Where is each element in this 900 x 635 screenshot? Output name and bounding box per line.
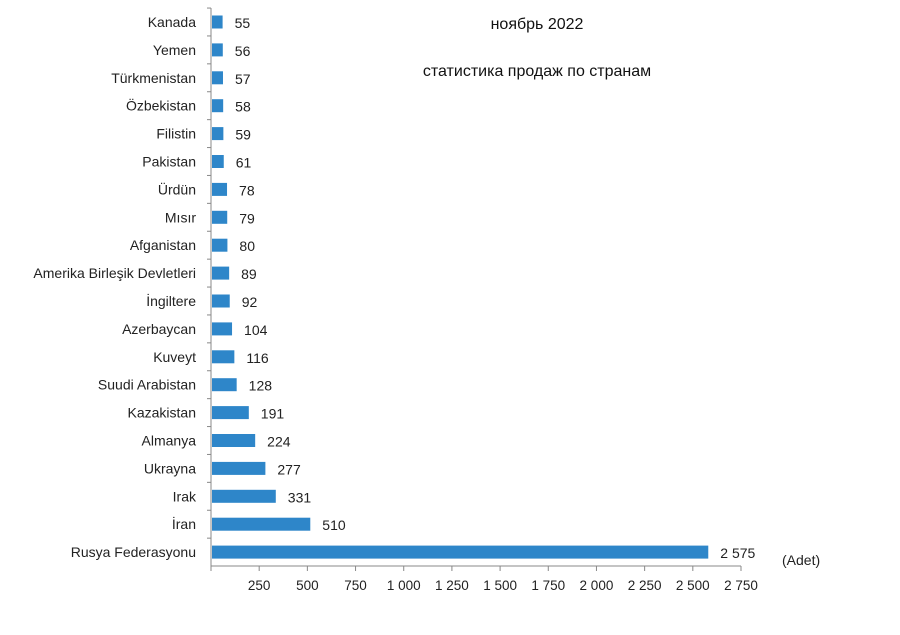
chart-subtitle: статистика продаж по странам [423,63,651,80]
x-tick-labels: 250 500 750 1 000 1 250 1 500 1 750 2 000 2 250 2… [248,578,758,593]
bar [212,15,223,29]
value-label: 80 [239,238,255,254]
value-label: 128 [249,378,273,394]
bar [212,182,228,196]
x-tick-label: 2 750 [724,578,758,593]
value-labels: 55 56 57 58 59 61 78 79 80 89 92 104 116 128 191 224 277… [235,15,756,561]
bar [212,350,235,364]
value-label: 61 [236,155,252,171]
value-label: 510 [322,517,346,533]
bar [212,378,237,392]
category-label: Amerika Birleşik Devletleri [33,265,196,281]
bar [212,517,311,531]
category-label: Kazakistan [128,405,196,421]
category-label: İran [172,515,196,532]
value-label: 89 [241,266,257,282]
value-label: 58 [235,99,251,115]
x-tick-label: 1 750 [531,578,565,593]
x-tick-label: 1 250 [435,578,469,593]
category-label: Irak [173,488,197,504]
category-label: Mısır [165,209,196,225]
bar [212,238,228,252]
category-label: Türkmenistan [111,70,196,86]
value-label: 56 [235,43,251,59]
category-labels: Kanada Yemen Türkmenistan Özbekistan Filisti… [33,14,197,560]
category-label: Afganistan [130,237,196,253]
category-label: İngiltere [146,292,196,309]
value-label: 191 [261,406,285,422]
chart-bars [212,15,709,559]
category-label: Pakistan [142,154,196,170]
bar [212,489,276,503]
category-label: Azerbaycan [122,321,196,337]
category-label: Özbekistan [126,97,196,114]
value-label: 55 [235,15,251,31]
value-label: 224 [267,434,291,450]
category-label: Suudi Arabistan [98,377,196,393]
chart-title: ноябрь 2022 [491,16,584,33]
value-label: 2 575 [720,545,755,561]
value-label: 59 [235,127,251,143]
chart-axes [207,7,742,571]
category-label: Yemen [153,42,196,58]
value-label: 79 [239,210,255,226]
bar [212,210,228,224]
x-tick-label: 2 500 [676,578,710,593]
bar [212,155,224,168]
value-label: 331 [288,489,312,505]
x-tick-label: 2 000 [580,578,614,593]
bar [212,99,224,113]
category-label: Ürdün [158,180,196,197]
x-tick-label: 2 250 [628,578,662,593]
category-label: Kuveyt [153,349,196,365]
unit-label: (Adet) [782,552,820,568]
bar [212,434,256,447]
value-label: 116 [246,350,269,366]
x-tick-label: 500 [296,578,319,593]
value-label: 92 [242,294,258,310]
value-label: 277 [277,461,301,477]
bar [212,127,224,141]
category-label: Rusya Federasyonu [71,544,196,560]
x-tick-label: 750 [344,578,367,593]
value-label: 104 [244,322,268,338]
category-label: Ukrayna [144,460,196,476]
x-tick-label: 250 [248,578,271,593]
bar [212,294,230,308]
category-label: Filistin [156,126,196,142]
value-label: 57 [235,71,251,87]
bar [212,406,249,420]
category-label: Kanada [148,14,196,30]
bar [212,43,223,57]
x-tick-label: 1 500 [483,578,517,593]
category-label: Almanya [142,433,197,449]
bar [212,322,233,336]
x-tick-label: 1 000 [387,578,421,593]
bar [212,461,266,475]
bar [212,71,223,85]
bar [212,545,709,559]
value-label: 78 [239,182,255,198]
bar [212,266,230,280]
